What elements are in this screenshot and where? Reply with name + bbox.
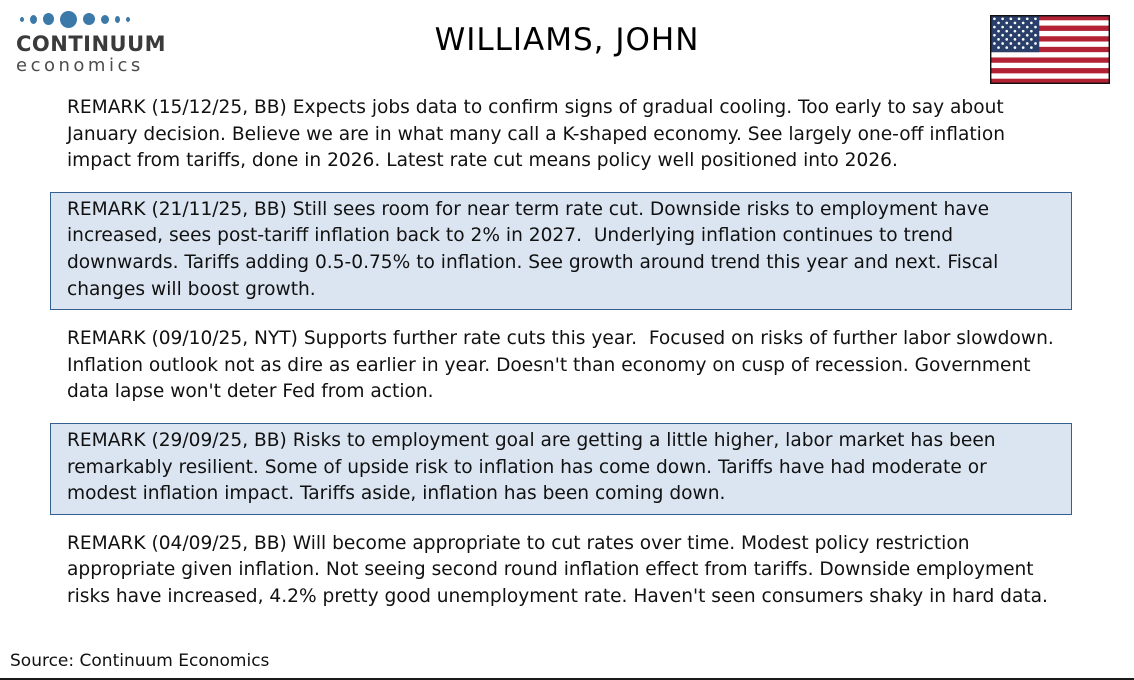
logo-subname: economics <box>16 55 144 76</box>
continuum-economics-logo: CONTINUUM economics <box>16 8 166 76</box>
continuum-dots-icon <box>16 8 134 30</box>
remark-item: REMARK (04/09/25, BB) Will become approp… <box>67 532 1048 607</box>
remark-item-highlighted: REMARK (21/11/25, BB) Still sees room fo… <box>50 191 1072 311</box>
remark-item-highlighted: REMARK (29/09/25, BB) Risks to employmen… <box>50 422 1072 515</box>
remark-item: REMARK (09/10/25, NYT) Supports further … <box>67 328 1060 403</box>
us-flag-icon <box>990 15 1110 84</box>
remarks-list: REMARK (15/12/25, BB) Expects jobs data … <box>0 92 1134 613</box>
logo-name: CONTINUUM <box>16 32 167 56</box>
source-caption: Source: Continuum Economics <box>10 651 270 671</box>
remark-item: REMARK (15/12/25, BB) Expects jobs data … <box>67 97 1011 172</box>
page-header: CONTINUUM economics WILLIAMS, JOHN <box>0 0 1134 92</box>
page-title: WILLIAMS, JOHN <box>434 22 700 58</box>
